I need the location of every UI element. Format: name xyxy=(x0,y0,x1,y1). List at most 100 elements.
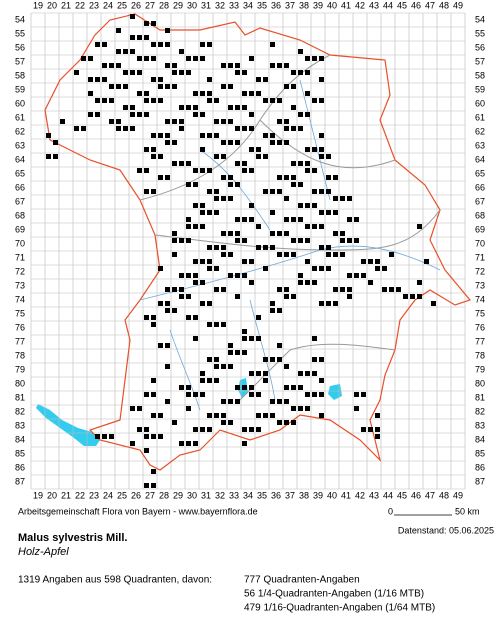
occurrence xyxy=(235,126,240,131)
row-label: 86 xyxy=(475,462,485,472)
occurrence xyxy=(165,119,170,124)
occurrence xyxy=(158,301,163,306)
occurrence xyxy=(151,56,156,61)
occurrence xyxy=(235,105,240,110)
row-label: 80 xyxy=(15,378,25,388)
occurrence xyxy=(221,245,226,250)
row-label: 78 xyxy=(15,350,25,360)
occurrence xyxy=(165,175,170,180)
column-label: 35 xyxy=(257,0,267,10)
occurrence xyxy=(221,364,226,369)
occurrence xyxy=(200,133,205,138)
occurrence xyxy=(214,133,219,138)
occurrence xyxy=(326,175,331,180)
column-label: 48 xyxy=(439,0,449,10)
row-label: 58 xyxy=(475,70,485,80)
occurrence xyxy=(165,63,170,68)
column-label: 25 xyxy=(117,0,127,10)
occurrence xyxy=(144,91,149,96)
occurrence xyxy=(368,259,373,264)
occurrence xyxy=(256,77,261,82)
occurrence xyxy=(333,287,338,292)
occurrence xyxy=(158,77,163,82)
occurrence xyxy=(151,133,156,138)
occurrence xyxy=(214,98,219,103)
occurrence xyxy=(165,287,170,292)
occurrence xyxy=(88,112,93,117)
occurrence xyxy=(312,371,317,376)
occurrence xyxy=(242,350,247,355)
occurrence xyxy=(221,154,226,159)
occurrence xyxy=(228,119,233,124)
date: Datenstand: 05.06.2025 xyxy=(398,525,494,535)
occurrence xyxy=(151,154,156,159)
occurrence xyxy=(256,392,261,397)
occurrence xyxy=(186,224,191,229)
occurrence xyxy=(277,189,282,194)
occurrence xyxy=(298,385,303,390)
row-label: 62 xyxy=(475,126,485,136)
occurrence xyxy=(277,420,282,425)
occurrence xyxy=(137,35,142,40)
lake xyxy=(36,404,100,446)
column-label: 31 xyxy=(201,0,211,10)
occurrence xyxy=(368,280,373,285)
occurrence xyxy=(361,427,366,432)
row-label: 78 xyxy=(475,350,485,360)
occurrence xyxy=(249,112,254,117)
occurrence xyxy=(403,294,408,299)
occurrence xyxy=(298,371,303,376)
occurrence xyxy=(270,98,275,103)
row-label: 61 xyxy=(475,112,485,122)
occurrence xyxy=(340,252,345,257)
row-label: 70 xyxy=(475,238,485,248)
occurrence xyxy=(179,238,184,243)
occurrence xyxy=(249,385,254,390)
occurrence xyxy=(186,294,191,299)
occurrence xyxy=(123,49,128,54)
column-label: 21 xyxy=(61,490,71,500)
occurrence xyxy=(354,392,359,397)
occurrence xyxy=(235,217,240,222)
occurrence xyxy=(354,238,359,243)
occurrence xyxy=(179,294,184,299)
row-label: 81 xyxy=(15,392,25,402)
occurrence xyxy=(347,294,352,299)
occurrence xyxy=(284,287,289,292)
occurrence xyxy=(137,56,142,61)
occurrence xyxy=(263,266,268,271)
occurrence xyxy=(102,434,107,439)
occurrence xyxy=(144,35,149,40)
occurrence xyxy=(137,70,142,75)
occurrence xyxy=(228,84,233,89)
occurrence xyxy=(144,315,149,320)
occurrence xyxy=(144,448,149,453)
occurrence xyxy=(305,147,310,152)
occurrence xyxy=(235,182,240,187)
row-label: 83 xyxy=(475,420,485,430)
row-label: 63 xyxy=(475,140,485,150)
occurrence xyxy=(172,420,177,425)
occurrence xyxy=(74,126,79,131)
occurrence xyxy=(333,252,338,257)
occurrence xyxy=(207,189,212,194)
occurrence xyxy=(312,168,317,173)
occurrence xyxy=(270,301,275,306)
occurrence xyxy=(151,469,156,474)
occurrence xyxy=(116,63,121,68)
occurrence xyxy=(326,210,331,215)
row-label: 82 xyxy=(475,406,485,416)
column-label: 42 xyxy=(355,490,365,500)
occurrence xyxy=(284,385,289,390)
occurrence xyxy=(88,91,93,96)
occurrence xyxy=(333,196,338,201)
occurrence xyxy=(200,203,205,208)
occurrence xyxy=(81,56,86,61)
occurrence xyxy=(158,98,163,103)
row-label: 67 xyxy=(475,196,485,206)
occurrence xyxy=(410,294,415,299)
row-label: 71 xyxy=(475,252,485,262)
occurrence xyxy=(186,315,191,320)
common-name: Holz-Apfel xyxy=(18,546,69,558)
occurrence xyxy=(151,21,156,26)
